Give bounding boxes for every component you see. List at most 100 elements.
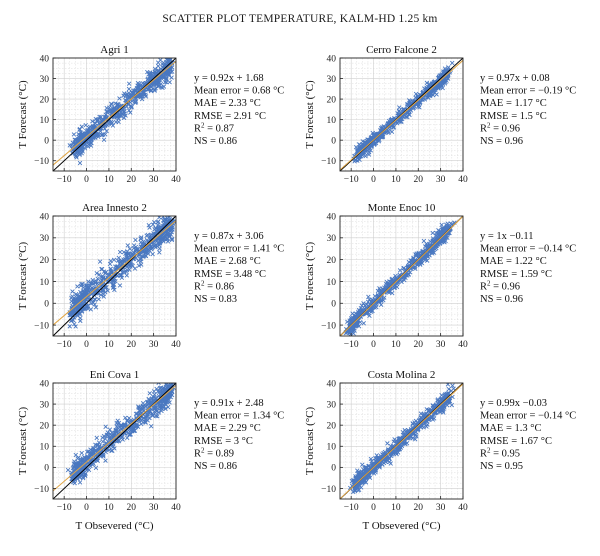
data-point — [445, 76, 451, 81]
x-tick-label: 40 — [171, 340, 181, 350]
plot-frame — [339, 382, 464, 500]
data-point — [111, 107, 117, 112]
x-tick-label: −10 — [57, 340, 72, 350]
data-point — [364, 309, 370, 314]
stat-line: R2 = 0.87 — [194, 121, 234, 134]
data-point — [128, 432, 133, 437]
data-point — [170, 376, 174, 380]
data-point — [416, 93, 421, 99]
x-tick-label: 20 — [414, 340, 424, 350]
stat-line: y = 1x −0.11 — [480, 231, 533, 242]
data-point — [125, 264, 130, 269]
stat-line: MAE = 2.68 °C — [194, 256, 261, 267]
data-point — [165, 232, 170, 237]
y-tick-label: 10 — [40, 278, 50, 288]
data-point — [430, 230, 435, 236]
data-point — [84, 284, 90, 289]
y-axis-label: T Forecast (°C) — [304, 241, 316, 310]
data-point — [151, 400, 157, 406]
stat-line: y = 0.99x −0.03 — [480, 398, 547, 409]
stat-line: RMSE = 3 °C — [194, 436, 253, 447]
data-point — [440, 406, 445, 411]
data-point — [168, 212, 172, 216]
data-point — [365, 299, 371, 305]
data-point — [103, 436, 108, 442]
data-point — [416, 251, 421, 257]
data-point — [361, 143, 366, 148]
data-point — [101, 137, 107, 142]
fit-line — [340, 383, 463, 499]
data-point — [430, 249, 435, 255]
data-point — [111, 437, 117, 442]
data-point — [103, 132, 108, 137]
data-point — [111, 257, 117, 263]
data-point — [93, 116, 99, 122]
scatter-panel-1: −10 −10 0 0 10 10 20 20 30 30 40 40 Agri 1 T Forecast… — [17, 44, 284, 185]
data-point — [138, 262, 144, 267]
data-point — [90, 119, 95, 124]
data-point — [76, 464, 82, 470]
data-point — [142, 419, 147, 424]
data-point — [424, 80, 430, 86]
data-point — [359, 303, 365, 308]
figure-title: SCATTER PLOT TEMPERATURE, KALM-HD 1.25 k… — [162, 13, 438, 25]
data-point — [150, 411, 155, 416]
data-point — [73, 462, 79, 468]
data-point — [378, 453, 384, 459]
data-point — [108, 258, 113, 264]
data-point — [73, 152, 78, 157]
data-point — [135, 80, 141, 86]
data-point — [114, 424, 120, 429]
data-point — [135, 85, 140, 91]
data-point — [138, 236, 144, 242]
data-point — [156, 383, 161, 386]
y-tick-label: 30 — [327, 400, 337, 410]
data-point — [361, 321, 366, 326]
stat-line: Mean error = 1.34 °C — [194, 411, 284, 422]
data-point — [72, 321, 77, 327]
data-point — [152, 88, 157, 93]
x-tick-label: 20 — [127, 503, 137, 513]
data-point — [77, 475, 83, 480]
x-tick-label: 10 — [391, 175, 401, 185]
data-point — [361, 301, 366, 306]
y-tick-label: 40 — [40, 212, 50, 222]
data-point — [146, 85, 152, 90]
data-point — [440, 398, 446, 404]
data-point — [166, 209, 170, 213]
x-tick-label: 10 — [104, 503, 114, 513]
data-point — [152, 87, 158, 92]
data-point — [376, 297, 382, 302]
stat-line: NS = 0.96 — [480, 136, 523, 147]
data-point — [351, 327, 356, 332]
data-point — [144, 403, 149, 409]
y-tick-label: 0 — [331, 136, 336, 146]
data-point — [446, 65, 451, 70]
stat-line: NS = 0.96 — [480, 294, 523, 305]
data-point — [147, 391, 152, 396]
x-tick-label: 40 — [458, 175, 468, 185]
data-point — [124, 92, 129, 97]
data-point — [164, 212, 168, 216]
stat-line: MAE = 1.22 °C — [480, 256, 547, 267]
stat-line: R2 = 0.96 — [480, 121, 520, 134]
data-point — [148, 88, 154, 94]
data-point — [436, 230, 442, 236]
x-tick-label: 40 — [171, 503, 181, 513]
data-point — [440, 237, 445, 243]
data-point — [413, 266, 418, 272]
y-tick-label: 40 — [327, 212, 337, 222]
data-point — [121, 93, 126, 98]
data-point — [120, 270, 125, 275]
data-point — [422, 86, 427, 91]
reference-lines — [53, 383, 176, 499]
x-tick-label: 30 — [436, 175, 446, 185]
fit-line — [53, 384, 176, 492]
data-point — [376, 139, 382, 144]
data-point — [166, 388, 172, 393]
data-point — [165, 374, 169, 378]
data-point — [79, 124, 85, 129]
data-point — [157, 246, 162, 251]
y-tick-label: 40 — [327, 379, 337, 389]
data-point — [125, 435, 130, 441]
